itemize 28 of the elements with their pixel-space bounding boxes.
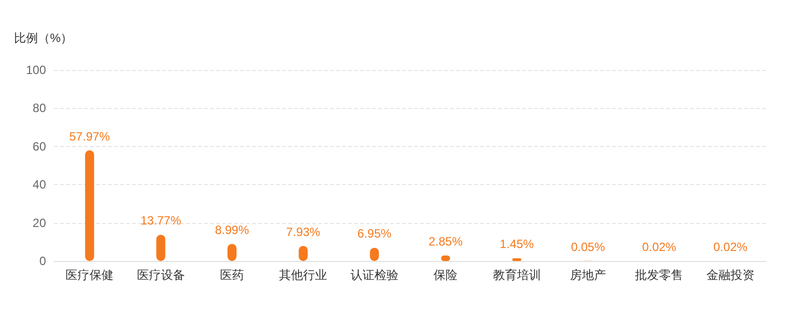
data-label: 2.85% [428,234,463,249]
data-label: 8.99% [214,222,250,237]
x-tick-label: 教育培训 [492,268,541,282]
x-tick-label: 保险 [434,268,458,282]
y-tick-label: 80 [32,101,46,116]
y-tick-label: 0 [39,254,46,268]
data-label: 6.95% [357,226,392,241]
x-tick-label: 金融投资 [706,268,754,282]
data-label: 7.93% [286,224,321,239]
x-tick-label: 其他行业 [279,268,328,282]
y-tick-label: 40 [32,178,46,192]
x-tick-label: 房地产 [570,268,606,282]
y-tick-label: 20 [32,216,46,230]
data-label: 13.77% [140,214,182,228]
data-label: 0.02% [642,240,677,254]
x-tick-label: 医疗设备 [136,268,185,282]
y-axis-title: 比例（%） [14,31,73,45]
y-tick-label: 60 [32,139,46,154]
x-tick-label: 医疗保健 [66,268,114,282]
x-tick-label: 医药 [220,268,244,282]
data-label: 1.45% [500,237,534,252]
bar [85,150,94,261]
x-tick-label: 批发零售 [635,268,684,282]
y-tick-label: 100 [26,63,46,77]
data-label: 0.02% [713,240,748,254]
x-tick-label: 认证检验 [350,268,398,282]
data-label: 0.05% [570,240,606,254]
data-label: 57.97% [69,129,110,144]
